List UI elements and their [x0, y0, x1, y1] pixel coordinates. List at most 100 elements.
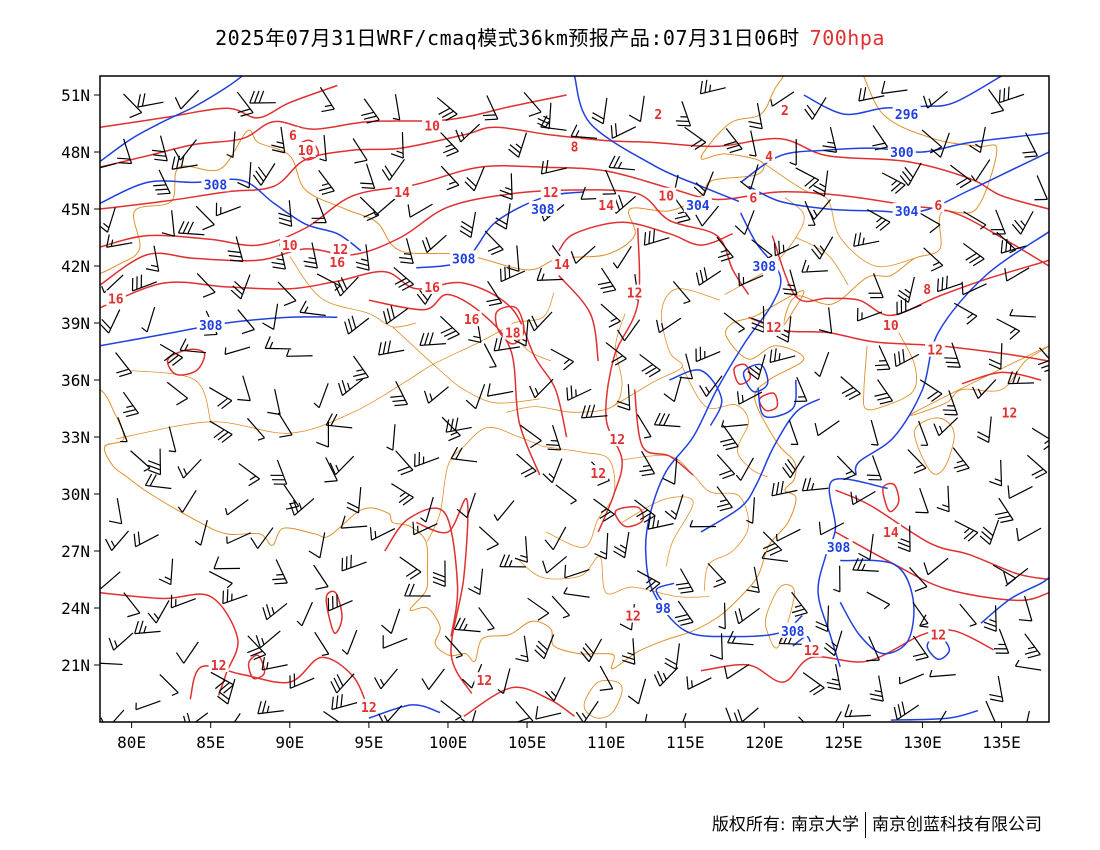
wind-barb: [393, 266, 414, 291]
temperature-label: 12: [211, 659, 227, 674]
height-label: 308: [452, 252, 476, 267]
map-background: [100, 76, 1049, 722]
wind-barb: [944, 342, 961, 368]
wind-barb: [566, 385, 592, 401]
temperature-label-bg: [474, 672, 495, 688]
temperature-label-bg: [461, 311, 482, 327]
axis-layer: 51N 48N 45N 42N 39N 36N 33N 30N 27N 24N 21N 80E 85E 9…: [61, 86, 1021, 752]
wind-barb: [174, 89, 200, 110]
wind-barb: [653, 667, 679, 687]
wind-barb: [593, 498, 615, 522]
wind-barb: [1003, 567, 1029, 585]
wind-barb: [720, 424, 739, 451]
wind-barb: [709, 633, 723, 660]
height-label: 308: [827, 541, 851, 556]
wind-barb: [117, 138, 133, 165]
wind-barb: [723, 128, 743, 154]
temperature-label: 12: [804, 644, 820, 659]
wind-barb: [749, 130, 757, 157]
wind-barb: [663, 376, 682, 403]
wind-barb-layer: [100, 79, 1049, 722]
wind-barb: [699, 79, 726, 95]
wind-barb: [1011, 211, 1034, 235]
wind-barb: [707, 562, 727, 588]
lat-tick-label: 36N: [61, 371, 90, 390]
wind-barb: [267, 388, 281, 416]
temperature-label-bg: [656, 187, 677, 203]
wind-barb: [655, 317, 682, 334]
map-frame: [99, 75, 1050, 723]
height-label-bg: [653, 600, 674, 615]
wind-barb: [1000, 238, 1027, 254]
wind-barb: [151, 135, 168, 162]
temperature-label: 12: [625, 610, 641, 625]
wind-barb: [278, 200, 293, 227]
wind-barb: [468, 568, 484, 596]
wind-barb: [818, 521, 845, 536]
wind-barb: [341, 554, 367, 572]
wind-barb: [381, 608, 401, 634]
wind-barb: [360, 163, 376, 189]
wind-barb: [674, 197, 691, 224]
temperature-label: 16: [424, 281, 440, 296]
wind-barb: [639, 450, 656, 477]
wind-barb: [252, 163, 276, 186]
wind-barb: [183, 712, 209, 722]
lat-tick-label: 48N: [61, 143, 90, 162]
wind-barb: [546, 424, 562, 451]
wind-barb: [602, 169, 617, 195]
temperature-label-bg: [502, 324, 523, 340]
wind-barb: [145, 245, 160, 272]
wind-barb: [499, 173, 513, 200]
height-label-bg: [887, 144, 916, 159]
wind-barb: [953, 302, 978, 325]
lat-tick-label: 21N: [61, 656, 90, 675]
wind-barb: [866, 591, 891, 610]
wind-barb: [643, 229, 670, 246]
province-border: [131, 370, 212, 422]
wind-barb: [727, 630, 754, 646]
temperature-contour: [100, 592, 239, 696]
wind-barb: [594, 532, 609, 560]
temperature-label-bg: [330, 240, 351, 256]
temperature-label: 10: [658, 190, 674, 205]
wind-barb: [534, 634, 555, 660]
wind-barb: [224, 499, 249, 516]
wind-barb: [959, 603, 977, 627]
wind-barb: [782, 455, 805, 479]
wind-barb: [915, 488, 929, 514]
wind-barb: [597, 267, 617, 294]
wind-barb: [105, 530, 130, 551]
wind-barb: [734, 210, 755, 235]
height-label-bg: [449, 250, 478, 266]
wind-barb: [1026, 710, 1030, 722]
wind-barb: [672, 280, 691, 305]
wind-barb: [323, 710, 340, 722]
wind-barb: [675, 101, 692, 127]
temperature-label-bg: [763, 147, 776, 163]
temperature-contour: [384, 507, 459, 637]
wind-barb: [100, 162, 117, 169]
wind-barb: [166, 381, 189, 406]
wind-barb: [653, 412, 681, 428]
wind-barb: [695, 346, 721, 363]
wind-barb: [483, 343, 497, 368]
wind-barb: [746, 566, 760, 594]
wind-barb: [575, 700, 599, 722]
footer-right: 南京创蓝科技有限公司: [872, 815, 1042, 835]
temperature-contour: [633, 389, 694, 476]
temperature-label-bg: [422, 278, 443, 294]
wind-barb: [591, 97, 608, 125]
wind-barb: [610, 123, 636, 139]
temperature-label-bg: [763, 318, 784, 334]
wind-barb: [771, 480, 798, 497]
temperature-label: 2: [781, 104, 789, 119]
wind-barb: [222, 589, 248, 605]
wind-barb: [823, 630, 843, 657]
wind-barb: [444, 635, 463, 659]
wind-barb: [158, 558, 174, 586]
wind-barb: [540, 115, 567, 131]
wind-barb: [853, 232, 880, 247]
wind-barb: [542, 555, 568, 574]
